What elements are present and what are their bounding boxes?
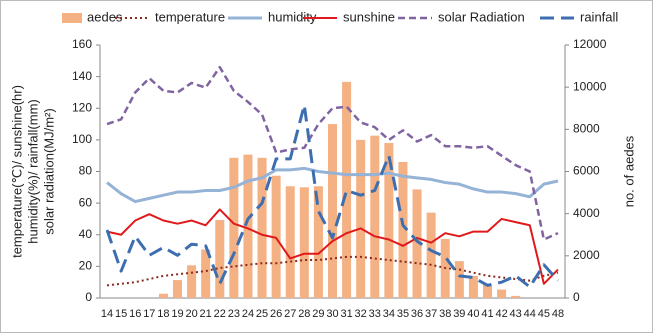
bar <box>243 154 253 298</box>
bar <box>158 293 168 298</box>
legend-label: humidity <box>268 9 317 24</box>
x-tick-label: 44 <box>524 308 536 320</box>
bar <box>468 275 478 298</box>
x-tick-label: 39 <box>453 308 465 320</box>
bar <box>201 249 211 298</box>
x-tick-label: 34 <box>383 308 395 320</box>
bar <box>454 261 464 298</box>
legend-label: rainfall <box>580 9 618 24</box>
y-axis-label: temperature(℃)/ sunshine(hr) <box>9 85 24 258</box>
bar <box>327 124 338 298</box>
x-tick-label: 23 <box>228 308 240 320</box>
bar <box>356 139 366 298</box>
x-tick-label: 36 <box>411 308 423 320</box>
bar <box>313 186 323 298</box>
x-tick-label: 19 <box>171 308 183 320</box>
y-axis-label: solar radiation(MJ/m²) <box>41 108 56 234</box>
y-tick-label: 80 <box>79 164 93 178</box>
bar <box>497 289 507 298</box>
bar <box>285 186 295 298</box>
bar <box>215 219 225 298</box>
bar <box>384 143 394 298</box>
x-tick-label: 21 <box>200 308 212 320</box>
x-tick-label: 35 <box>397 308 409 320</box>
x-tick-label: 15 <box>115 308 127 320</box>
x-tick-label: 37 <box>425 308 437 320</box>
bar <box>299 187 309 298</box>
x-tick-label: 43 <box>510 308 522 320</box>
x-tick-label: 14 <box>101 308 113 320</box>
x-tick-label: 45 <box>538 308 550 320</box>
x-tick-label: 22 <box>214 308 226 320</box>
bar <box>187 265 197 298</box>
y2-tick-label: 10000 <box>573 79 607 93</box>
x-tick-label: 18 <box>157 308 169 320</box>
legend-label: temperature <box>155 9 225 24</box>
x-tick-label: 41 <box>481 308 493 320</box>
y2-axis-label: no. of aedes <box>621 135 636 207</box>
line-series <box>105 103 560 289</box>
x-tick-label: 17 <box>143 308 155 320</box>
y2-tick-label: 6000 <box>573 164 600 178</box>
bar <box>398 162 408 298</box>
legend-label: aedes <box>87 9 123 24</box>
y-tick-label: 20 <box>79 259 93 273</box>
x-tick-label: 48 <box>552 308 564 320</box>
x-tick-label: 24 <box>242 308 254 320</box>
bar <box>426 212 436 298</box>
x-tick-label: 25 <box>256 308 268 320</box>
x-tick-label: 20 <box>185 308 197 320</box>
bar <box>342 81 352 298</box>
y-tick-label: 60 <box>79 195 93 209</box>
legend-label: sunshine <box>343 9 395 24</box>
bar <box>511 295 521 298</box>
x-tick-label: 26 <box>270 308 282 320</box>
x-tick-label: 32 <box>355 308 367 320</box>
legend-swatch <box>62 13 82 23</box>
bar <box>229 157 239 298</box>
x-tick-label: 30 <box>326 308 338 320</box>
line-series <box>106 65 559 241</box>
bar <box>257 157 267 298</box>
y-tick-label: 0 <box>85 290 92 304</box>
x-tick-label: 27 <box>284 308 296 320</box>
line-series <box>106 255 559 287</box>
y-tick-label: 100 <box>72 132 92 146</box>
x-tick-label: 38 <box>439 308 451 320</box>
x-tick-label: 40 <box>467 308 479 320</box>
legend-label: solar Radiation <box>438 9 525 24</box>
line-series <box>106 208 559 285</box>
x-tick-label: 16 <box>129 308 141 320</box>
y-tick-label: 140 <box>72 69 92 83</box>
bar <box>370 135 380 298</box>
y-axis-label: humidity(%)/ rainfall(mm) <box>25 99 40 243</box>
y-tick-label: 40 <box>79 227 93 241</box>
y2-tick-label: 2000 <box>573 248 600 262</box>
y-tick-label: 120 <box>72 100 92 114</box>
x-tick-label: 33 <box>369 308 381 320</box>
x-tick-label: 31 <box>340 308 352 320</box>
y-tick-label: 160 <box>72 37 92 51</box>
x-tick-label: 28 <box>298 308 310 320</box>
bar <box>482 284 493 298</box>
y2-tick-label: 8000 <box>573 122 600 136</box>
x-tick-label: 42 <box>495 308 507 320</box>
bar <box>412 189 422 298</box>
bar <box>172 280 183 298</box>
y2-tick-label: 0 <box>573 290 580 304</box>
y2-tick-label: 4000 <box>573 206 600 220</box>
bar <box>271 175 281 298</box>
y2-tick-label: 12000 <box>573 37 607 51</box>
line-series <box>106 166 559 204</box>
x-tick-label: 29 <box>312 308 324 320</box>
